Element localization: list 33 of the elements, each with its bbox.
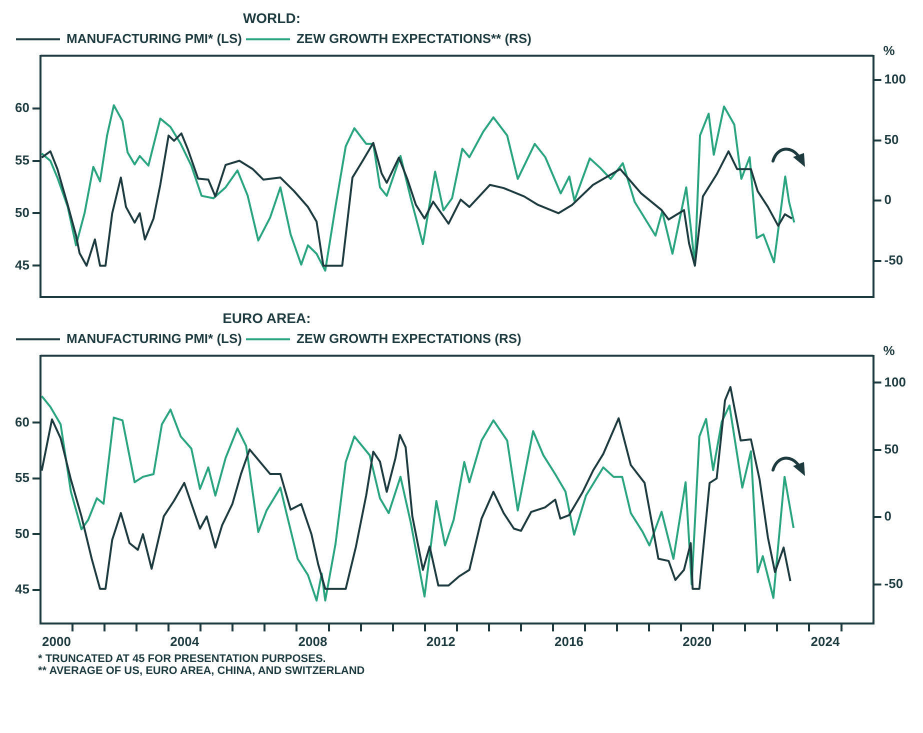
y-tick-label: 55 (14, 470, 30, 486)
x-tick-label: 2016 (554, 634, 584, 649)
x-tick-label: 2012 (426, 634, 456, 649)
y-tick-label: 60 (14, 414, 30, 430)
legend-label: MANUFACTURING PMI* (LS) (66, 330, 242, 346)
x-tick-label: 2000 (42, 634, 71, 649)
text: ** AVERAGE OF US, EURO AREA, CHINA, AND SWITZERLAND (38, 665, 366, 677)
y-tick-label: 45 (14, 257, 30, 272)
y2-tick-label: -50 (884, 252, 904, 268)
x-tick-label: 2004 (170, 634, 200, 649)
text: * TRUNCATED AT 45 FOR PRESENTATION PURPOSES. (38, 653, 327, 665)
y2-tick-label: 100 (884, 374, 906, 390)
y2-axis-title: % (883, 342, 896, 358)
legend-label: ZEW GROWTH EXPECTATIONS (RS) (296, 330, 522, 346)
y2-tick-label: -50 (884, 576, 904, 591)
y2-tick-label: 100 (884, 72, 906, 87)
y2-tick-label: 50 (884, 132, 899, 147)
y2-tick-label: 0 (884, 192, 892, 208)
y-tick-label: 55 (14, 152, 30, 168)
y2-tick-label: 50 (884, 442, 899, 457)
legend-title: EURO AREA: (222, 310, 311, 326)
y-tick-label: 60 (14, 100, 30, 115)
x-tick-label: 2008 (298, 634, 328, 649)
x-tick-label: 2024 (810, 634, 840, 649)
y2-tick-label: 0 (884, 508, 892, 524)
y-tick-label: 45 (14, 582, 30, 597)
legend-label: ZEW GROWTH EXPECTATIONS** (RS) (296, 30, 532, 46)
y-tick-label: 50 (14, 526, 30, 541)
y2-axis-title: % (883, 42, 896, 58)
y-tick-label: 50 (14, 204, 30, 220)
x-tick-label: 2020 (682, 634, 712, 649)
legend-title: WORLD: (242, 10, 300, 26)
legend-label: MANUFACTURING PMI* (LS) (66, 30, 242, 46)
